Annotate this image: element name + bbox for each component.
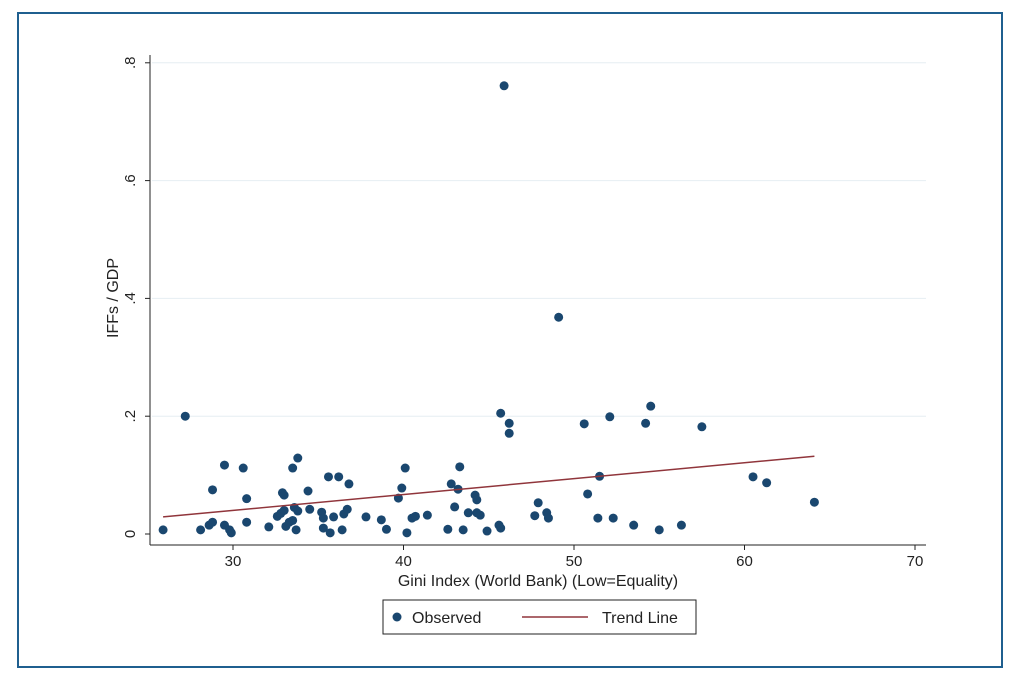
data-point bbox=[748, 472, 758, 482]
data-point bbox=[533, 498, 543, 508]
data-point bbox=[397, 483, 407, 493]
data-point bbox=[458, 525, 468, 535]
data-point bbox=[303, 486, 313, 496]
data-point bbox=[654, 525, 664, 535]
data-point bbox=[676, 520, 686, 530]
data-point bbox=[325, 528, 335, 538]
data-point bbox=[180, 411, 190, 421]
data-point bbox=[579, 419, 589, 429]
legend-observed-marker bbox=[392, 612, 402, 622]
x-tick-label: 40 bbox=[395, 553, 412, 570]
data-point bbox=[376, 515, 386, 525]
x-tick-label: 30 bbox=[225, 553, 242, 570]
data-point bbox=[208, 485, 218, 495]
data-point bbox=[293, 506, 303, 516]
data-point bbox=[288, 515, 298, 525]
data-point bbox=[344, 479, 354, 489]
data-point bbox=[646, 401, 656, 411]
data-point bbox=[293, 453, 303, 463]
data-point bbox=[450, 502, 460, 512]
data-point bbox=[242, 517, 252, 527]
data-point bbox=[697, 422, 707, 432]
data-point bbox=[482, 526, 492, 536]
x-tick-label: 70 bbox=[907, 553, 924, 570]
legend-trend-label: Trend Line bbox=[602, 610, 678, 627]
data-point bbox=[288, 463, 298, 473]
data-point bbox=[400, 463, 410, 473]
data-point bbox=[504, 428, 514, 438]
data-point bbox=[242, 494, 252, 504]
data-point bbox=[455, 462, 465, 472]
chart-frame bbox=[17, 12, 1003, 668]
data-point bbox=[475, 510, 485, 520]
x-tick-label: 60 bbox=[736, 553, 753, 570]
data-point bbox=[402, 528, 412, 538]
y-tick-label: .4 bbox=[122, 292, 139, 305]
data-point bbox=[499, 81, 509, 91]
data-point bbox=[305, 504, 315, 514]
data-point bbox=[504, 418, 514, 428]
data-point bbox=[329, 512, 339, 522]
data-point bbox=[381, 524, 391, 534]
data-point bbox=[238, 463, 248, 473]
y-tick-label: .8 bbox=[122, 57, 139, 70]
x-axis-label: Gini Index (World Bank) (Low=Equality) bbox=[398, 573, 678, 590]
data-point bbox=[530, 511, 540, 521]
data-point bbox=[208, 517, 218, 527]
data-point bbox=[318, 513, 328, 523]
data-point bbox=[472, 495, 482, 505]
data-point bbox=[323, 472, 333, 482]
data-point bbox=[446, 479, 456, 489]
data-point bbox=[641, 418, 651, 428]
data-point bbox=[342, 504, 352, 514]
data-point bbox=[422, 510, 432, 520]
data-point bbox=[605, 412, 615, 422]
data-point bbox=[629, 520, 639, 530]
legend: Observed Trend Line bbox=[382, 599, 697, 635]
y-axis-label: IFFs / GDP bbox=[105, 258, 122, 338]
data-point bbox=[496, 523, 506, 533]
data-point bbox=[762, 478, 772, 488]
data-point bbox=[279, 490, 289, 500]
x-tick-label: 50 bbox=[566, 553, 583, 570]
data-point bbox=[443, 524, 453, 534]
legend-observed-label: Observed bbox=[412, 610, 481, 627]
data-point bbox=[496, 408, 506, 418]
data-point bbox=[196, 525, 206, 535]
trend-line bbox=[163, 455, 815, 518]
y-tick-label: .6 bbox=[122, 174, 139, 187]
data-point bbox=[583, 489, 593, 499]
data-point bbox=[410, 511, 420, 521]
data-point bbox=[809, 497, 819, 507]
data-point bbox=[554, 312, 564, 322]
y-tick-label: 0 bbox=[122, 530, 139, 538]
data-point bbox=[463, 508, 473, 518]
y-tick-label: .2 bbox=[122, 410, 139, 423]
data-point bbox=[361, 512, 371, 522]
data-point bbox=[219, 460, 229, 470]
data-point bbox=[291, 525, 301, 535]
data-point bbox=[334, 472, 344, 482]
data-point bbox=[279, 505, 289, 515]
data-point bbox=[608, 513, 618, 523]
data-point bbox=[318, 523, 328, 533]
data-point bbox=[337, 525, 347, 535]
data-point bbox=[264, 522, 274, 532]
data-point bbox=[226, 528, 236, 538]
data-point bbox=[543, 513, 553, 523]
data-point bbox=[593, 513, 603, 523]
data-point bbox=[158, 525, 168, 535]
